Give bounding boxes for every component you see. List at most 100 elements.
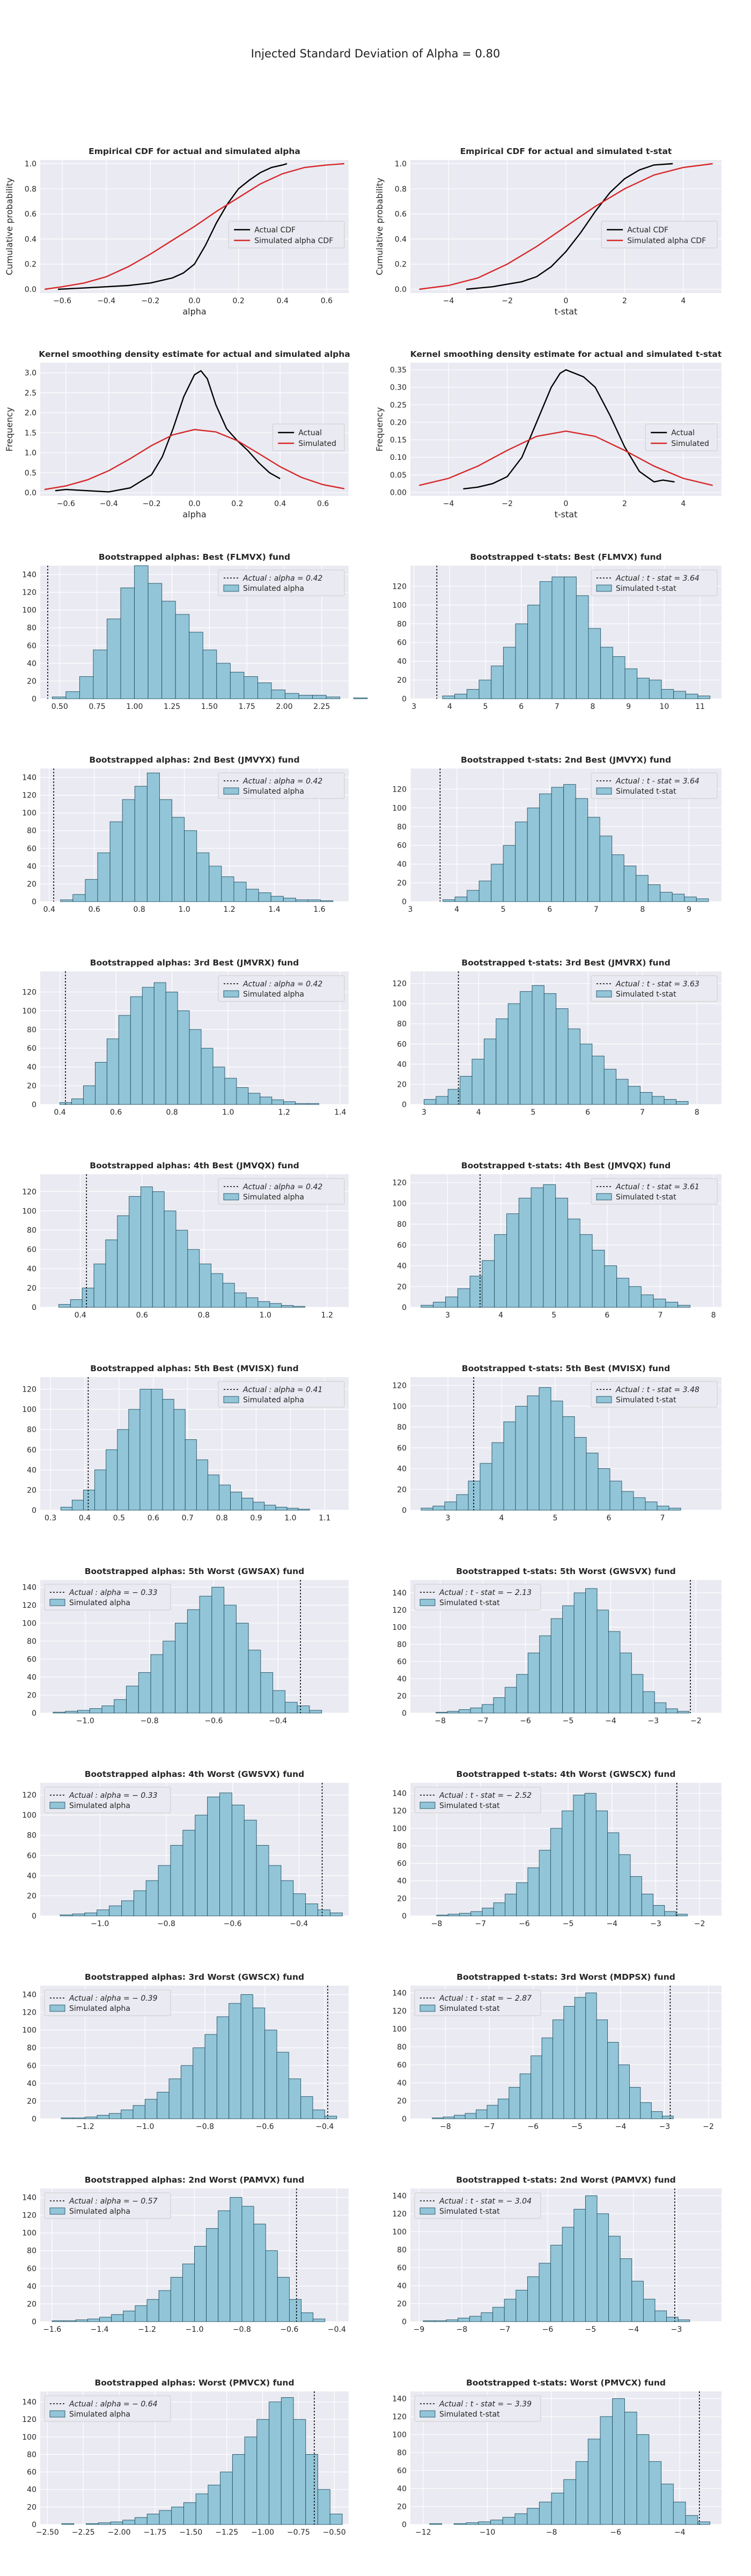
histogram-bar <box>146 2513 160 2525</box>
histogram-bar <box>134 786 148 902</box>
histogram-bar <box>233 882 247 902</box>
x-tick-label: −6 <box>542 2325 554 2334</box>
histogram-bar <box>423 2320 436 2322</box>
histogram-bar <box>224 1078 237 1105</box>
histogram-bar <box>184 830 197 902</box>
histogram-bar <box>72 1913 85 1916</box>
legend-label-actual: Actual : alpha = 0.42 <box>242 574 322 583</box>
x-axis-label: alpha <box>182 306 206 317</box>
x-tick-label: −10 <box>480 2528 496 2537</box>
histogram-bar <box>456 1494 469 1511</box>
histogram-bar <box>551 2492 564 2525</box>
histogram-bar <box>562 2227 575 2322</box>
histogram-bar <box>684 896 697 902</box>
histogram-bar <box>121 2110 134 2119</box>
histogram-bar <box>87 2318 100 2322</box>
histogram-bar <box>219 1484 231 1511</box>
x-tick-label: 0.4 <box>75 1311 86 1320</box>
histogram-bar <box>230 1491 242 1511</box>
y-tick-label: 100 <box>392 1000 407 1008</box>
histogram-bar <box>86 2523 99 2525</box>
histogram-bar <box>649 2461 662 2525</box>
x-tick-label: −3 <box>650 1920 661 1928</box>
histogram-bar <box>562 1810 574 1916</box>
y-tick-label: 0.8 <box>25 185 36 194</box>
x-tick-label: −5 <box>563 1920 574 1928</box>
histogram-bar <box>72 2117 86 2119</box>
y-tick-label: 0 <box>32 898 36 906</box>
histogram-bar <box>121 1900 134 1916</box>
legend-box <box>591 1381 718 1408</box>
legend-label-bar: Simulated alpha <box>243 584 304 593</box>
histogram-bar <box>639 1092 653 1105</box>
histogram-bar <box>221 876 234 902</box>
histogram-bar <box>305 1904 318 1916</box>
histogram-bar <box>53 1711 66 1714</box>
legend-box <box>44 1584 171 1611</box>
legend-label-actual: Actual : alpha = − 0.39 <box>69 1994 158 2003</box>
y-tick-label: 40 <box>27 862 36 871</box>
legend-label-bar: Simulated t-stat <box>616 1193 676 1202</box>
y-tick-label: 60 <box>27 845 36 853</box>
x-tick-label: −5 <box>563 1717 574 1725</box>
y-tick-label: 120 <box>22 1791 36 1800</box>
legend-swatch-bar <box>596 990 612 998</box>
histogram-bar <box>164 1210 176 1308</box>
x-tick-label: −0.4 <box>269 1717 287 1725</box>
y-tick-label: 120 <box>22 1188 36 1196</box>
histogram-bar <box>516 2289 528 2322</box>
legend-box <box>218 1381 345 1408</box>
histogram-bar <box>531 1187 544 1308</box>
histogram-bar <box>539 581 553 699</box>
y-tick-label: 120 <box>22 1601 36 1610</box>
y-tick-label: 20 <box>27 1892 36 1900</box>
y-tick-label: 60 <box>27 2265 36 2273</box>
histogram-bar <box>575 798 588 902</box>
histogram-bar <box>196 852 210 902</box>
histogram-bar <box>111 2314 124 2322</box>
legend-box <box>414 1584 541 1611</box>
histogram-bar <box>295 1103 308 1105</box>
histogram-bar <box>195 2493 209 2525</box>
histogram-bar <box>165 991 178 1105</box>
panel-boot-alpha-4th-worst: −1.0 −0.8 −0.6 −0.4 0 20 40 60 80 100 120 Bootstrap… <box>22 1769 349 1928</box>
histogram-bar <box>218 2210 231 2322</box>
histogram-bar <box>231 1804 245 1916</box>
histogram-bar <box>494 1234 507 1308</box>
histogram-bar <box>118 1015 131 1105</box>
histogram-bar <box>616 1079 629 1105</box>
x-tick-label: −4 <box>674 2528 686 2537</box>
x-tick-label: 11 <box>695 702 705 711</box>
x-tick-label: 5 <box>531 1108 535 1117</box>
histogram-bar <box>576 595 589 699</box>
histogram-bar <box>309 1710 322 1714</box>
histogram-bar <box>329 2513 343 2525</box>
legend-box <box>414 1989 541 2016</box>
histogram-bar <box>293 1306 305 1308</box>
histogram-bar <box>631 1674 644 1714</box>
y-tick-label: 40 <box>27 1063 36 1072</box>
x-tick-label: −0.4 <box>315 2123 334 2131</box>
histogram-bar <box>539 793 552 902</box>
y-axis-label: Frequency <box>4 407 14 452</box>
legend-box <box>272 423 345 451</box>
x-tick-label: −2 <box>703 2123 714 2131</box>
legend-label-bar: Simulated alpha <box>243 1193 304 1202</box>
x-tick-label: 1.2 <box>278 1108 290 1117</box>
x-tick-label: 0.2 <box>233 297 245 305</box>
histogram-bar <box>514 2513 528 2525</box>
panel-title: Bootstrapped t-stats: 3rd Best (JMVRX) f… <box>461 958 670 968</box>
histogram-bar <box>305 2454 318 2525</box>
x-tick-label: 0.8 <box>134 905 145 914</box>
x-tick-label: 0.0 <box>188 500 200 508</box>
y-tick-label: 100 <box>22 1619 36 1628</box>
histogram-bar <box>436 1711 448 1714</box>
histogram-bar <box>230 671 245 699</box>
legend-label-actual: Actual : t - stat = 3.61 <box>615 1183 700 1191</box>
histogram-bar <box>189 1029 202 1105</box>
x-tick-label: −0.6 <box>204 1717 223 1725</box>
histogram-bar <box>180 2065 194 2119</box>
histogram-bar <box>666 1708 678 1714</box>
legend-label-actual: Actual : t - stat = 3.63 <box>615 980 700 989</box>
x-tick-label: 0 <box>564 297 569 305</box>
